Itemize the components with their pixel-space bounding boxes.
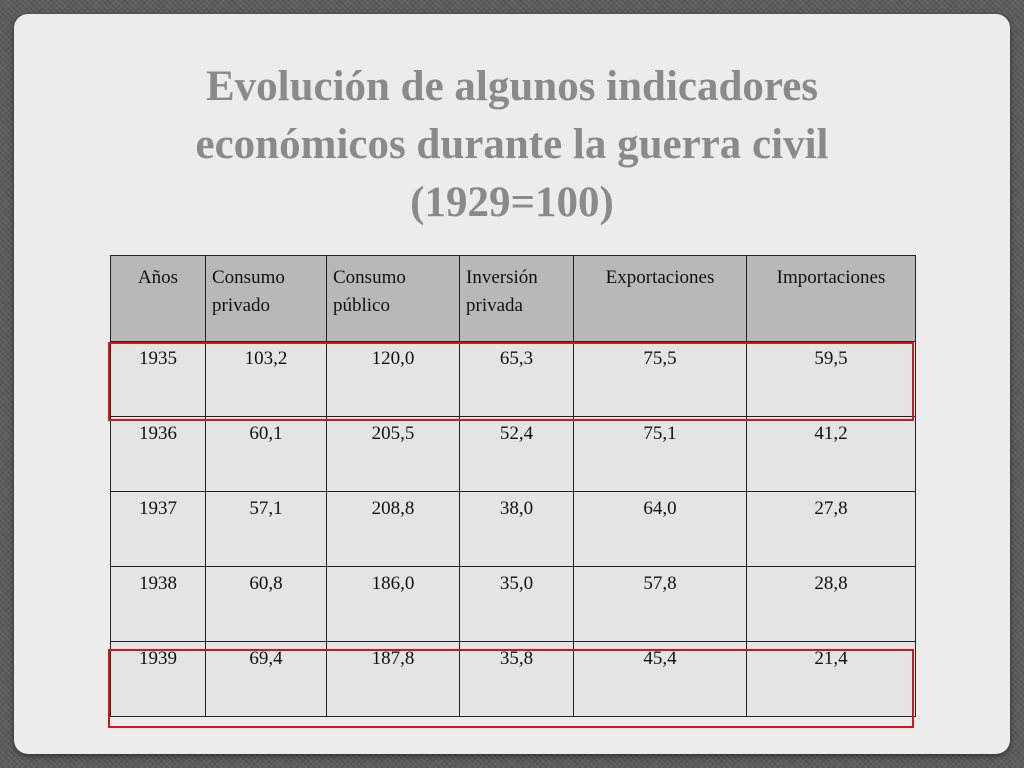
slide: Evolución de algunos indicadores económi… (14, 14, 1010, 754)
title-line-3: (1929=100) (410, 179, 614, 226)
indicators-table: Años Consumo privado Consumo público Inv… (110, 255, 916, 717)
table-header-row: Años Consumo privado Consumo público Inv… (110, 255, 916, 342)
cell-consumo-privado: 69,4 (205, 641, 327, 717)
header-consumo-publico: Consumo público (326, 255, 460, 342)
cell-inversion-privada: 38,0 (459, 491, 574, 567)
table-row: 1935 103,2 120,0 65,3 75,5 59,5 (110, 341, 916, 417)
cell-consumo-privado: 60,1 (205, 416, 327, 492)
cell-year: 1938 (110, 566, 206, 642)
table-row: 1939 69,4 187,8 35,8 45,4 21,4 (110, 641, 916, 717)
table-row: 1936 60,1 205,5 52,4 75,1 41,2 (110, 416, 916, 492)
title-line-2: económicos durante la guerra civil (195, 121, 829, 168)
cell-consumo-publico: 120,0 (326, 341, 460, 417)
cell-importaciones: 41,2 (746, 416, 916, 492)
cell-inversion-privada: 35,8 (459, 641, 574, 717)
cell-exportaciones: 64,0 (573, 491, 747, 567)
cell-exportaciones: 45,4 (573, 641, 747, 717)
cell-consumo-privado: 103,2 (205, 341, 327, 417)
cell-consumo-publico: 208,8 (326, 491, 460, 567)
cell-year: 1939 (110, 641, 206, 717)
header-consumo-privado: Consumo privado (205, 255, 327, 342)
cell-consumo-publico: 186,0 (326, 566, 460, 642)
header-importaciones: Importaciones (746, 255, 916, 342)
header-anos: Años (110, 255, 206, 342)
cell-importaciones: 27,8 (746, 491, 916, 567)
cell-inversion-privada: 35,0 (459, 566, 574, 642)
cell-year: 1935 (110, 341, 206, 417)
cell-exportaciones: 75,5 (573, 341, 747, 417)
cell-consumo-privado: 57,1 (205, 491, 327, 567)
cell-year: 1936 (110, 416, 206, 492)
cell-consumo-privado: 60,8 (205, 566, 327, 642)
title-line-1: Evolución de algunos indicadores (205, 63, 819, 110)
cell-consumo-publico: 205,5 (326, 416, 460, 492)
cell-importaciones: 59,5 (746, 341, 916, 417)
table-row: 1938 60,8 186,0 35,0 57,8 28,8 (110, 566, 916, 642)
header-inversion-privada: Inversión privada (459, 255, 574, 342)
cell-importaciones: 28,8 (746, 566, 916, 642)
cell-inversion-privada: 65,3 (459, 341, 574, 417)
slide-title: Evolución de algunos indicadores económi… (54, 58, 970, 232)
header-exportaciones: Exportaciones (573, 255, 747, 342)
cell-importaciones: 21,4 (746, 641, 916, 717)
table-row: 1937 57,1 208,8 38,0 64,0 27,8 (110, 491, 916, 567)
cell-consumo-publico: 187,8 (326, 641, 460, 717)
cell-exportaciones: 57,8 (573, 566, 747, 642)
cell-exportaciones: 75,1 (573, 416, 747, 492)
cell-inversion-privada: 52,4 (459, 416, 574, 492)
cell-year: 1937 (110, 491, 206, 567)
